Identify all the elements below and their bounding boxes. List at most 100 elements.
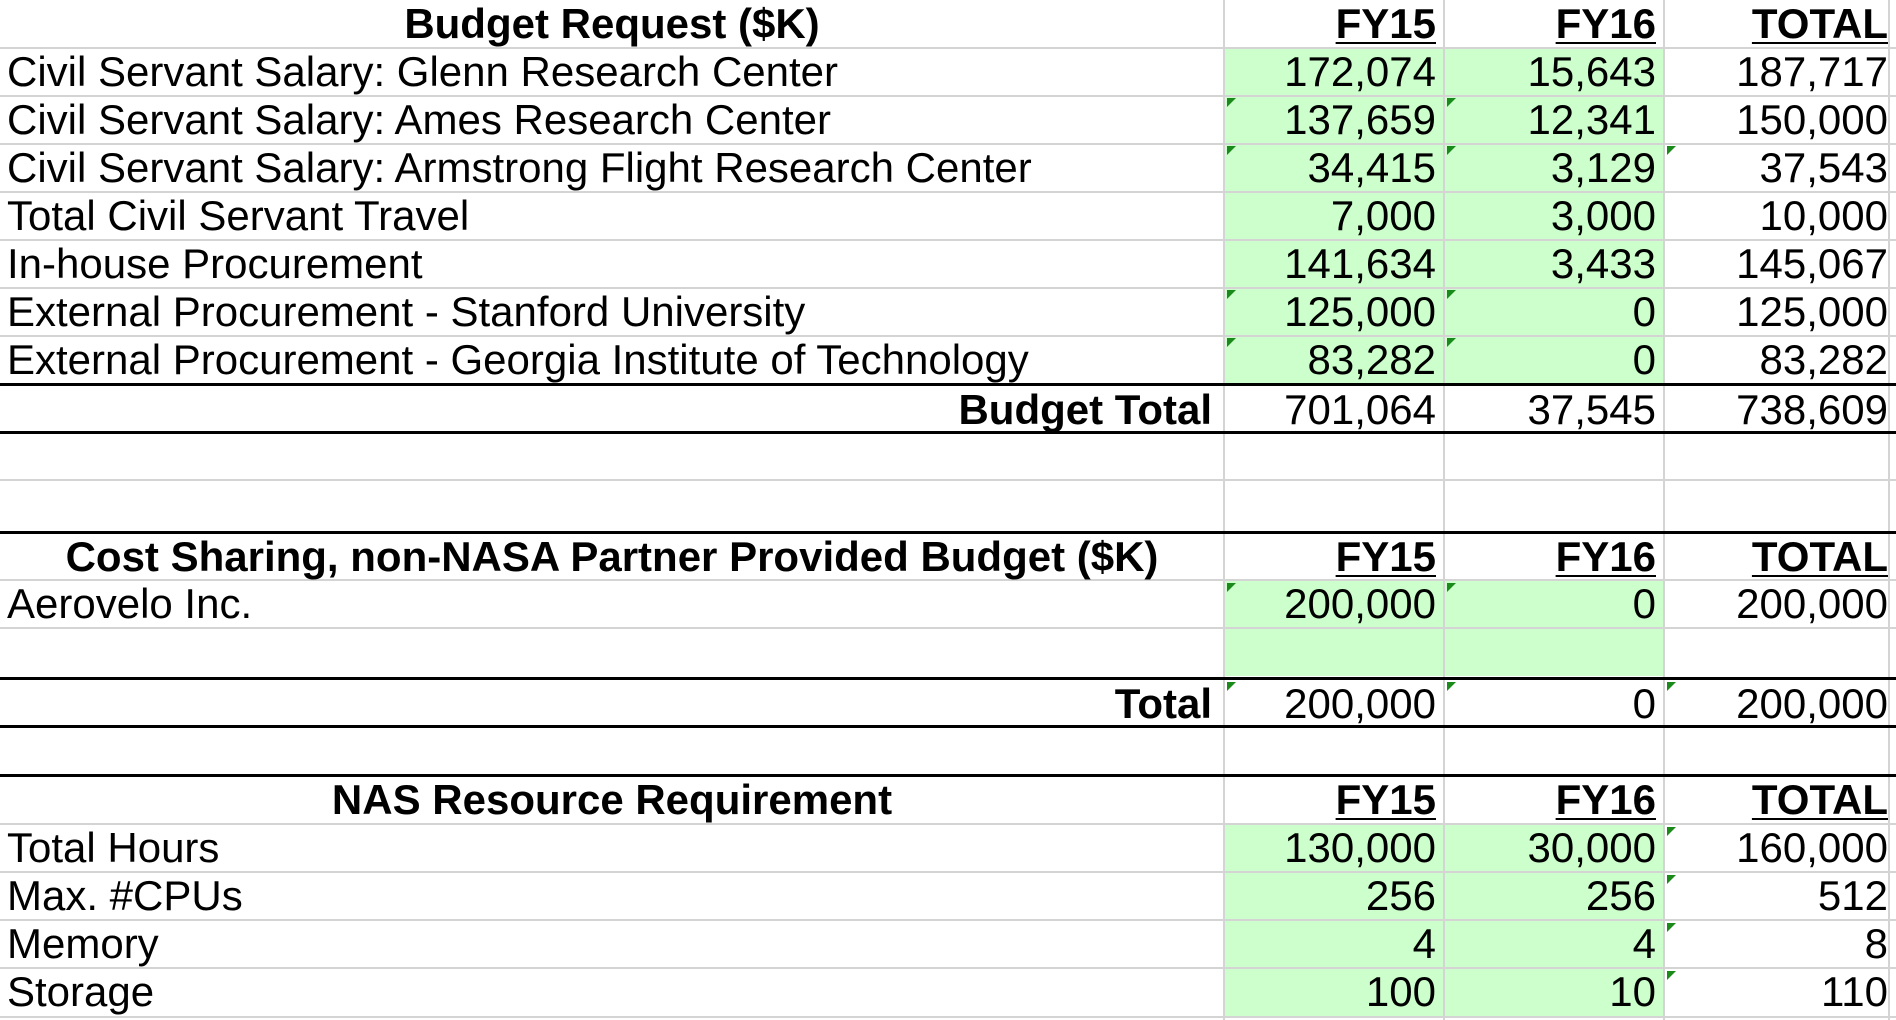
cell-total[interactable]: 187,717 bbox=[1736, 48, 1888, 95]
cell-fy16[interactable]: 0 bbox=[1632, 336, 1656, 383]
cell-fy15[interactable]: 83,282 bbox=[1307, 336, 1436, 383]
col-header-fy16[interactable]: FY16 bbox=[1555, 0, 1656, 47]
cost-total-fy15[interactable]: 200,000 bbox=[1284, 680, 1436, 727]
grid-row-line bbox=[0, 143, 1896, 145]
grid-row-line bbox=[0, 239, 1896, 241]
col-header-total[interactable]: TOTAL bbox=[1751, 0, 1888, 47]
col-header-fy16[interactable]: FY16 bbox=[1555, 776, 1656, 823]
row-label[interactable]: External Procurement - Stanford Universi… bbox=[7, 288, 806, 335]
cost-total-bottom-border bbox=[0, 725, 1896, 728]
cell-fy16[interactable]: 0 bbox=[1632, 288, 1656, 335]
row-label[interactable]: Civil Servant Salary: Ames Research Cent… bbox=[7, 96, 831, 143]
cost-sharing-title[interactable]: Cost Sharing, non-NASA Partner Provided … bbox=[65, 533, 1159, 580]
cell-fy16[interactable]: 15,643 bbox=[1527, 48, 1656, 95]
cell-fy16[interactable]: 3,000 bbox=[1550, 192, 1656, 239]
budget-total-fy16[interactable]: 37,545 bbox=[1527, 386, 1656, 433]
comment-marker-icon[interactable] bbox=[1667, 971, 1676, 980]
cell-fy16[interactable]: 3,129 bbox=[1550, 144, 1656, 191]
col-header-fy15[interactable]: FY15 bbox=[1335, 533, 1436, 580]
grid-row-line bbox=[0, 627, 1896, 629]
col-header-total[interactable]: TOTAL bbox=[1751, 533, 1888, 580]
comment-marker-icon[interactable] bbox=[1667, 875, 1676, 884]
cost-total-total[interactable]: 200,000 bbox=[1736, 680, 1888, 727]
cell-total[interactable]: 10,000 bbox=[1759, 192, 1888, 239]
col-header-fy15[interactable]: FY15 bbox=[1335, 0, 1436, 47]
cell-fy16[interactable]: 256 bbox=[1585, 872, 1656, 919]
comment-marker-icon[interactable] bbox=[1227, 583, 1236, 592]
cell-fy15[interactable]: 125,000 bbox=[1284, 288, 1436, 335]
cell-fy15[interactable]: 172,074 bbox=[1284, 48, 1436, 95]
grid-row-line bbox=[0, 191, 1896, 193]
cell-fy15[interactable]: 256 bbox=[1365, 872, 1436, 919]
cell-fy15[interactable]: 141,634 bbox=[1284, 240, 1436, 287]
row-label[interactable]: Storage bbox=[7, 968, 155, 1015]
row-label[interactable]: Civil Servant Salary: Glenn Research Cen… bbox=[7, 48, 839, 95]
grid-row-line bbox=[0, 967, 1896, 969]
grid-col-line bbox=[1223, 0, 1225, 1020]
comment-marker-icon[interactable] bbox=[1447, 146, 1456, 155]
nas-title[interactable]: NAS Resource Requirement bbox=[331, 776, 893, 823]
cell-fy16[interactable]: 3,433 bbox=[1550, 240, 1656, 287]
cell-fy16[interactable]: 0 bbox=[1632, 580, 1656, 627]
comment-marker-icon[interactable] bbox=[1227, 98, 1236, 107]
cell-fy15[interactable]: 200,000 bbox=[1284, 580, 1436, 627]
cell-total[interactable]: 150,000 bbox=[1736, 96, 1888, 143]
row-label[interactable]: In-house Procurement bbox=[7, 240, 423, 287]
grid-row-line bbox=[0, 47, 1896, 49]
comment-marker-icon[interactable] bbox=[1667, 682, 1676, 691]
budget-title[interactable]: Budget Request ($K) bbox=[404, 0, 820, 47]
row-label[interactable]: Civil Servant Salary: Armstrong Flight R… bbox=[7, 144, 1032, 191]
cell-total[interactable]: 8 bbox=[1864, 920, 1888, 967]
cell-fy15[interactable]: 4 bbox=[1412, 920, 1436, 967]
cell-total[interactable]: 160,000 bbox=[1736, 824, 1888, 871]
row-label[interactable]: Memory bbox=[7, 920, 159, 967]
row-label[interactable]: Max. #CPUs bbox=[7, 872, 243, 919]
cell-fy15[interactable]: 137,659 bbox=[1284, 96, 1436, 143]
cell-total[interactable]: 145,067 bbox=[1736, 240, 1888, 287]
row-label[interactable]: Total Hours bbox=[7, 824, 220, 871]
cost-total-label[interactable]: Total bbox=[1114, 680, 1212, 727]
comment-marker-icon[interactable] bbox=[1447, 290, 1456, 299]
nas-top-border bbox=[0, 774, 1896, 777]
cell-total[interactable]: 83,282 bbox=[1759, 336, 1888, 383]
comment-marker-icon[interactable] bbox=[1227, 290, 1236, 299]
budget-total-fy15[interactable]: 701,064 bbox=[1284, 386, 1436, 433]
cell-fy16[interactable]: 12,341 bbox=[1527, 96, 1656, 143]
comment-marker-icon[interactable] bbox=[1447, 682, 1456, 691]
grid-col-line bbox=[1663, 0, 1665, 1020]
budget-total-total[interactable]: 738,609 bbox=[1736, 386, 1888, 433]
comment-marker-icon[interactable] bbox=[1227, 682, 1236, 691]
cost-total-fy16[interactable]: 0 bbox=[1632, 680, 1656, 727]
cell-fy15[interactable]: 130,000 bbox=[1284, 824, 1436, 871]
row-label[interactable]: External Procurement - Georgia Institute… bbox=[7, 336, 1029, 383]
cell-total[interactable]: 512 bbox=[1817, 872, 1888, 919]
cell-fy15[interactable]: 34,415 bbox=[1307, 144, 1436, 191]
grid-row-line bbox=[0, 823, 1896, 825]
comment-marker-icon[interactable] bbox=[1667, 827, 1676, 836]
row-label[interactable]: Total Civil Servant Travel bbox=[7, 192, 470, 239]
grid-row-line bbox=[0, 95, 1896, 97]
col-header-total[interactable]: TOTAL bbox=[1751, 776, 1888, 823]
cell-total[interactable]: 125,000 bbox=[1736, 288, 1888, 335]
cell-fy16[interactable]: 30,000 bbox=[1527, 824, 1656, 871]
cell-fy15[interactable]: 7,000 bbox=[1330, 192, 1436, 239]
cell-total[interactable]: 110 bbox=[1821, 968, 1888, 1015]
comment-marker-icon[interactable] bbox=[1667, 146, 1676, 155]
comment-marker-icon[interactable] bbox=[1447, 98, 1456, 107]
row-label[interactable]: Aerovelo Inc. bbox=[7, 580, 253, 627]
cell-fy16[interactable]: 10 bbox=[1609, 968, 1656, 1015]
comment-marker-icon[interactable] bbox=[1227, 338, 1236, 347]
comment-marker-icon[interactable] bbox=[1447, 583, 1456, 592]
col-header-fy15[interactable]: FY15 bbox=[1335, 776, 1436, 823]
cell-total[interactable]: 37,543 bbox=[1759, 144, 1888, 191]
cell-fy15[interactable]: 100 bbox=[1365, 968, 1436, 1015]
comment-marker-icon[interactable] bbox=[1667, 923, 1676, 932]
budget-total-label[interactable]: Budget Total bbox=[958, 386, 1212, 433]
col-header-fy16[interactable]: FY16 bbox=[1555, 533, 1656, 580]
cell-fy16[interactable]: 4 bbox=[1632, 920, 1656, 967]
budget-total-bottom-border bbox=[0, 431, 1896, 434]
cell-total[interactable]: 200,000 bbox=[1736, 580, 1888, 627]
comment-marker-icon[interactable] bbox=[1227, 146, 1236, 155]
comment-marker-icon[interactable] bbox=[1447, 338, 1456, 347]
